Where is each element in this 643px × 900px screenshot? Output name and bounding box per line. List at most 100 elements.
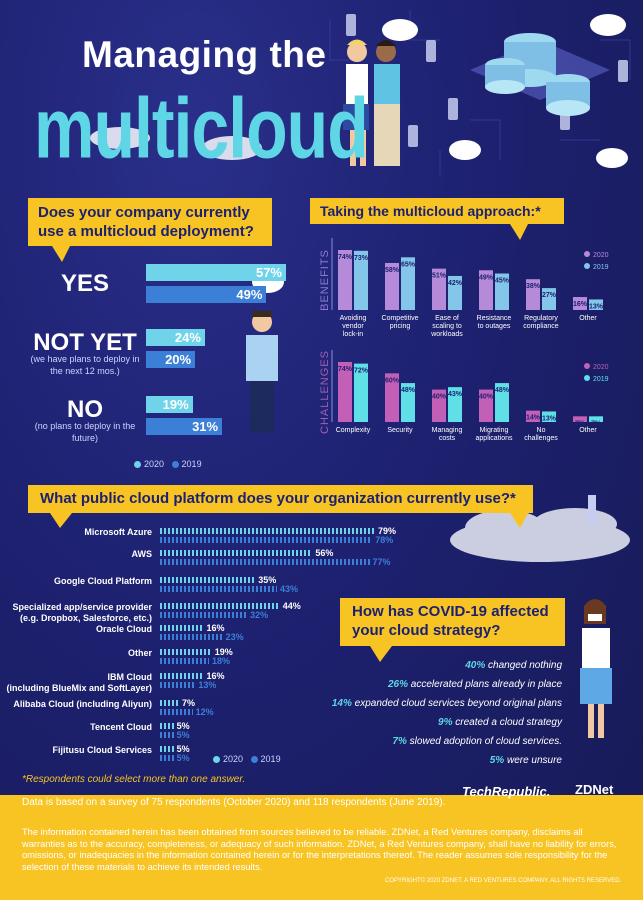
data-label-2019: 78% <box>375 535 394 545</box>
bar-2019 <box>401 257 415 310</box>
covid-item: 26% accelerated plans already in place <box>388 679 562 690</box>
data-label: 58% <box>385 267 400 274</box>
techrepublic-logo: TechRepublic. <box>462 784 551 799</box>
disclaimer: The information contained herein has bee… <box>22 827 617 872</box>
legend-2019-label: 2019 <box>260 754 281 764</box>
bar-2020 <box>526 279 540 310</box>
answer-label: NO <box>67 396 103 423</box>
platform-label: Google Cloud Platform <box>54 576 152 586</box>
bar-2019 <box>542 288 556 310</box>
category-label: Security <box>387 427 413 434</box>
data-label: 7% <box>575 420 586 427</box>
q1-title: Does your company currently use a multic… <box>28 198 272 246</box>
footer <box>0 795 643 900</box>
man-illustration <box>246 311 278 433</box>
title-line2: multicloud <box>34 81 369 177</box>
data-label: 16% <box>573 301 588 308</box>
platform-label: (including BlueMix and SoftLayer) <box>6 683 152 693</box>
bar-2020 <box>338 250 352 310</box>
data-label-2019: 5% <box>176 730 190 740</box>
data-label-2020: 56% <box>315 548 334 558</box>
bar-2019 <box>160 755 174 761</box>
bar-2020 <box>160 625 204 631</box>
data-label: 72% <box>354 368 369 375</box>
bar-2020 <box>432 389 446 422</box>
bar-2019 <box>160 732 174 738</box>
covid-text: slowed adoption of cloud services. <box>406 736 562 747</box>
category-label: Resistance <box>477 315 512 322</box>
data-label: 74% <box>338 366 353 373</box>
data-label-2019: 43% <box>280 584 299 594</box>
category-label: No <box>537 427 546 434</box>
legend-2019-label: 2019 <box>181 459 202 469</box>
bar-2019 <box>448 275 462 310</box>
bar-2020 <box>479 389 493 422</box>
data-label: 42% <box>448 280 463 287</box>
data-label: 40% <box>479 394 494 401</box>
covid-item: 40% changed nothing <box>465 660 562 671</box>
bar-2019 <box>160 682 196 688</box>
legend-2020-label: 2020 <box>593 252 609 259</box>
covid-percent: 40% <box>465 660 486 671</box>
platform-label: Alibaba Cloud (including Aliyun) <box>13 699 152 709</box>
bar-2019: 49% <box>146 286 267 303</box>
data-label-2020: 16% <box>206 671 225 681</box>
bar-2020 <box>385 373 399 422</box>
data-label: 45% <box>495 278 510 285</box>
data-label-2020: 35% <box>258 575 277 585</box>
platform-label: IBM Cloud <box>107 672 153 682</box>
bar-2019 <box>589 416 603 422</box>
covid-item: 14% expanded cloud services beyond origi… <box>332 698 562 709</box>
bar-2019 <box>160 537 373 543</box>
category-label: pricing <box>390 323 411 330</box>
covid-percent: 5% <box>489 755 505 766</box>
data-label: 13% <box>542 415 557 422</box>
category-label: lock-in <box>343 331 363 338</box>
platform-label: AWS <box>131 549 152 559</box>
covid-text: changed nothing <box>485 660 562 671</box>
data-label-2020: 16% <box>206 623 225 633</box>
category-label: workloads <box>430 331 463 338</box>
covid-percent: 26% <box>388 679 409 690</box>
bar-2019 <box>495 273 509 310</box>
covid-percent: 14% <box>331 698 352 709</box>
legend-2020-dot <box>213 756 220 764</box>
legend-2019-label: 2019 <box>593 264 609 271</box>
data-label-2020: 7% <box>182 698 196 708</box>
data-label: 73% <box>354 255 369 262</box>
bar-2019 <box>495 383 509 422</box>
covid-item: 9% created a cloud strategy <box>438 717 562 728</box>
server-stack-icon <box>470 33 610 116</box>
bar-2019 <box>354 363 368 422</box>
q4-title: How has COVID-19 affected your cloud str… <box>340 598 565 646</box>
covid-text: were unsure <box>504 755 562 766</box>
q1-legend: 2020 2019 <box>134 459 202 469</box>
data-label-2019: 23% <box>225 632 244 642</box>
category-label: Regulatory <box>524 315 558 322</box>
q2-chart: BENEFITS 74% 73%Avoidingvendorlock-in58%65… <box>320 238 609 442</box>
bar-2019 <box>354 250 368 310</box>
answer-sublabel: (no plans to deploy in the future) <box>34 421 136 443</box>
answer-label: YES <box>60 270 110 297</box>
platform-label: Tencent Cloud <box>90 722 152 732</box>
legend-2020-label: 2020 <box>144 459 165 469</box>
q2-title: Taking the multicloud approach:* <box>310 198 564 224</box>
bar-2019 <box>160 612 248 618</box>
data-label: 74% <box>338 254 353 261</box>
data-label-2019: 5% <box>176 753 190 763</box>
bar-2019 <box>160 559 370 565</box>
data-label-2019: 12% <box>195 707 214 717</box>
data-label-2020: 19% <box>214 647 233 657</box>
bar-2020 <box>160 577 256 583</box>
bar-2020 <box>338 362 352 422</box>
bar-2019: 20% <box>146 351 196 368</box>
legend-2019-dot <box>584 375 590 381</box>
category-label: challenges <box>524 435 558 442</box>
platform-label: (e.g. Dropbox, Salesforce, etc.) <box>19 613 152 623</box>
woman-illustration <box>580 599 612 738</box>
data-label: 14% <box>526 415 541 422</box>
data-label-2019: 18% <box>211 656 230 666</box>
q3-title: What public cloud platform does your org… <box>28 485 533 513</box>
bar-2020: 24% <box>146 329 205 346</box>
